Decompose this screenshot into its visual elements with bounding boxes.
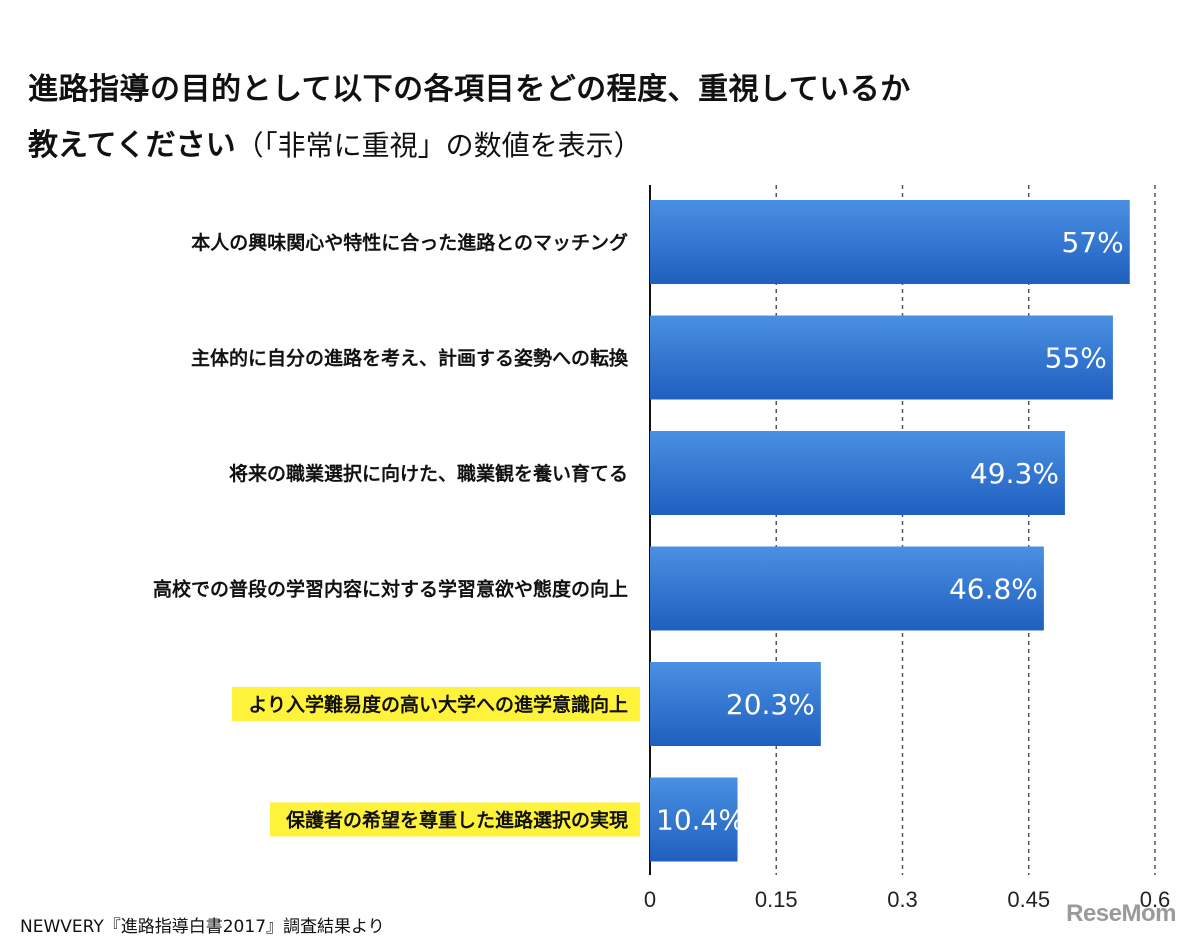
x-tick-label: 0.3 (887, 887, 918, 912)
data-label: 49.3% (970, 457, 1059, 490)
label-highlight (270, 802, 640, 837)
category-label: 高校での普段の学習内容に対する学習意欲や態度の向上 (153, 578, 628, 601)
resemom-logo: ReseMom (1066, 900, 1176, 927)
category-label: 保護者の希望を尊重した進路選択の実現 (285, 809, 628, 832)
data-label: 10.4% (656, 804, 745, 837)
chart-title-main: 教えてください (28, 128, 236, 163)
data-label: 20.3% (726, 688, 815, 721)
chart-title-line2: 教えてください（「非常に重視」の数値を表示） (28, 120, 642, 164)
data-label: 46.8% (949, 573, 1038, 606)
x-tick-label: 0 (644, 887, 656, 912)
x-tick-label: 0.15 (755, 887, 798, 912)
bar (650, 431, 1065, 515)
data-label: 55% (1045, 342, 1107, 375)
label-highlight (232, 687, 640, 721)
category-label: 主体的に自分の進路を考え、計画する姿勢への転換 (191, 347, 629, 370)
x-tick-label: 0.45 (1007, 887, 1050, 912)
bar (650, 200, 1130, 284)
bar (650, 777, 738, 862)
data-label: 57% (1062, 226, 1124, 259)
bar (650, 315, 1113, 400)
bar (650, 546, 1044, 631)
category-label: 本人の興味関心や特性に合った進路とのマッチング (191, 231, 628, 254)
source-note: NEWVERY『進路指導白書2017』調査結果より (20, 917, 385, 937)
chart-title-line1: 進路指導の目的として以下の各項目をどの程度、重視しているか (28, 72, 911, 107)
category-label: より入学難易度の高い大学への進学意識向上 (248, 693, 628, 716)
category-label: 将来の職業選択に向けた、職業観を養い育てる (229, 462, 628, 485)
bar (650, 662, 821, 746)
chart-title-note: （「非常に重視」の数値を表示） (235, 129, 642, 162)
x-tick-label: 0.6 (1140, 887, 1171, 912)
